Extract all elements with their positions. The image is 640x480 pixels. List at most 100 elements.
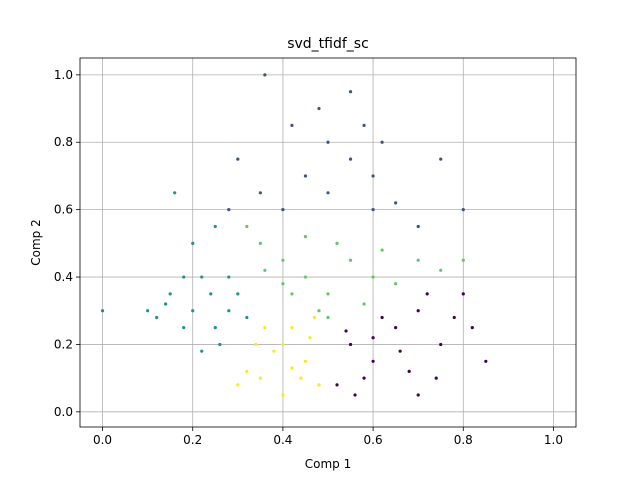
data-point [191, 309, 195, 313]
data-point [371, 208, 375, 212]
data-point [155, 315, 159, 320]
data-point [317, 309, 321, 313]
data-point [326, 292, 330, 296]
data-point [168, 292, 172, 296]
data-point [371, 275, 375, 279]
data-point [182, 275, 186, 279]
data-point [290, 123, 294, 127]
data-point [290, 292, 294, 296]
y-tick-label: 0.6 [54, 203, 73, 217]
x-axis-label: Comp 1 [305, 457, 351, 471]
data-point [303, 359, 308, 363]
data-point [200, 275, 204, 279]
data-points [100, 73, 488, 397]
data-point [213, 325, 217, 330]
data-point [371, 336, 375, 340]
cluster-series-3 [245, 224, 465, 320]
data-point [380, 315, 384, 320]
data-point [452, 315, 456, 320]
data-point [258, 376, 262, 380]
data-point [394, 325, 398, 330]
data-point [348, 342, 353, 347]
data-point [281, 393, 285, 397]
chart-title: svd_tfidf_sc [287, 36, 369, 52]
data-point [394, 201, 398, 205]
data-point [281, 208, 285, 212]
data-point [227, 309, 231, 313]
data-point [470, 325, 474, 330]
data-point [281, 282, 285, 286]
data-point [371, 359, 375, 363]
data-point [362, 123, 366, 127]
x-axis-ticks: 0.0 0.2 0.4 0.6 0.8 1.0 [93, 427, 563, 447]
data-point [326, 191, 330, 195]
data-point [258, 241, 262, 245]
data-point [312, 315, 317, 320]
data-point [173, 191, 177, 195]
y-tick-label: 0.8 [54, 135, 73, 149]
data-point [362, 376, 366, 380]
data-point [218, 342, 222, 347]
data-point [303, 174, 308, 178]
data-point [245, 315, 249, 320]
data-point [380, 140, 384, 144]
x-tick-label: 0.0 [93, 433, 112, 447]
data-point [362, 302, 366, 306]
data-point [439, 342, 443, 347]
data-point [281, 342, 285, 347]
data-point [335, 241, 339, 245]
data-point [380, 248, 384, 252]
data-point [461, 208, 465, 212]
y-tick-label: 0.0 [54, 405, 73, 419]
data-point [425, 292, 429, 296]
data-point [394, 282, 398, 286]
data-point [353, 393, 357, 397]
cluster-series-4 [236, 315, 321, 397]
data-point [191, 241, 195, 245]
data-point [245, 224, 249, 229]
data-point [439, 157, 443, 161]
data-point [416, 224, 420, 229]
x-tick-label: 0.8 [454, 433, 473, 447]
data-point [398, 349, 402, 353]
data-point [200, 349, 204, 353]
data-point [461, 258, 465, 262]
data-point [303, 275, 308, 279]
data-point [434, 376, 438, 380]
data-point [326, 315, 330, 320]
data-point [290, 366, 294, 370]
data-point [263, 325, 267, 330]
cluster-series-0 [335, 292, 488, 397]
data-point [236, 157, 240, 161]
data-point [317, 383, 321, 387]
data-point [407, 369, 411, 373]
data-point [227, 208, 231, 212]
x-tick-label: 0.2 [183, 433, 202, 447]
axes-frame [79, 57, 577, 428]
y-tick-label: 0.2 [54, 337, 73, 351]
y-axis-ticks: 0.0 0.2 0.4 0.6 0.8 1.0 [54, 68, 80, 419]
y-tick-label: 1.0 [54, 68, 73, 82]
data-point [308, 336, 312, 340]
data-point [258, 191, 262, 195]
cluster-series-2 [100, 191, 249, 353]
x-tick-label: 1.0 [544, 433, 563, 447]
data-point [317, 106, 321, 111]
data-point [344, 329, 348, 333]
data-point [164, 302, 168, 306]
data-point [299, 376, 303, 380]
data-point [416, 309, 420, 313]
y-tick-label: 0.4 [54, 270, 73, 284]
data-point [245, 369, 249, 373]
data-point [263, 73, 267, 77]
data-point [348, 258, 353, 262]
data-point [272, 349, 276, 353]
y-axis-label: Comp 2 [29, 219, 43, 265]
data-point [209, 292, 213, 296]
data-point [263, 268, 267, 272]
data-point [227, 275, 231, 279]
data-point [416, 393, 420, 397]
